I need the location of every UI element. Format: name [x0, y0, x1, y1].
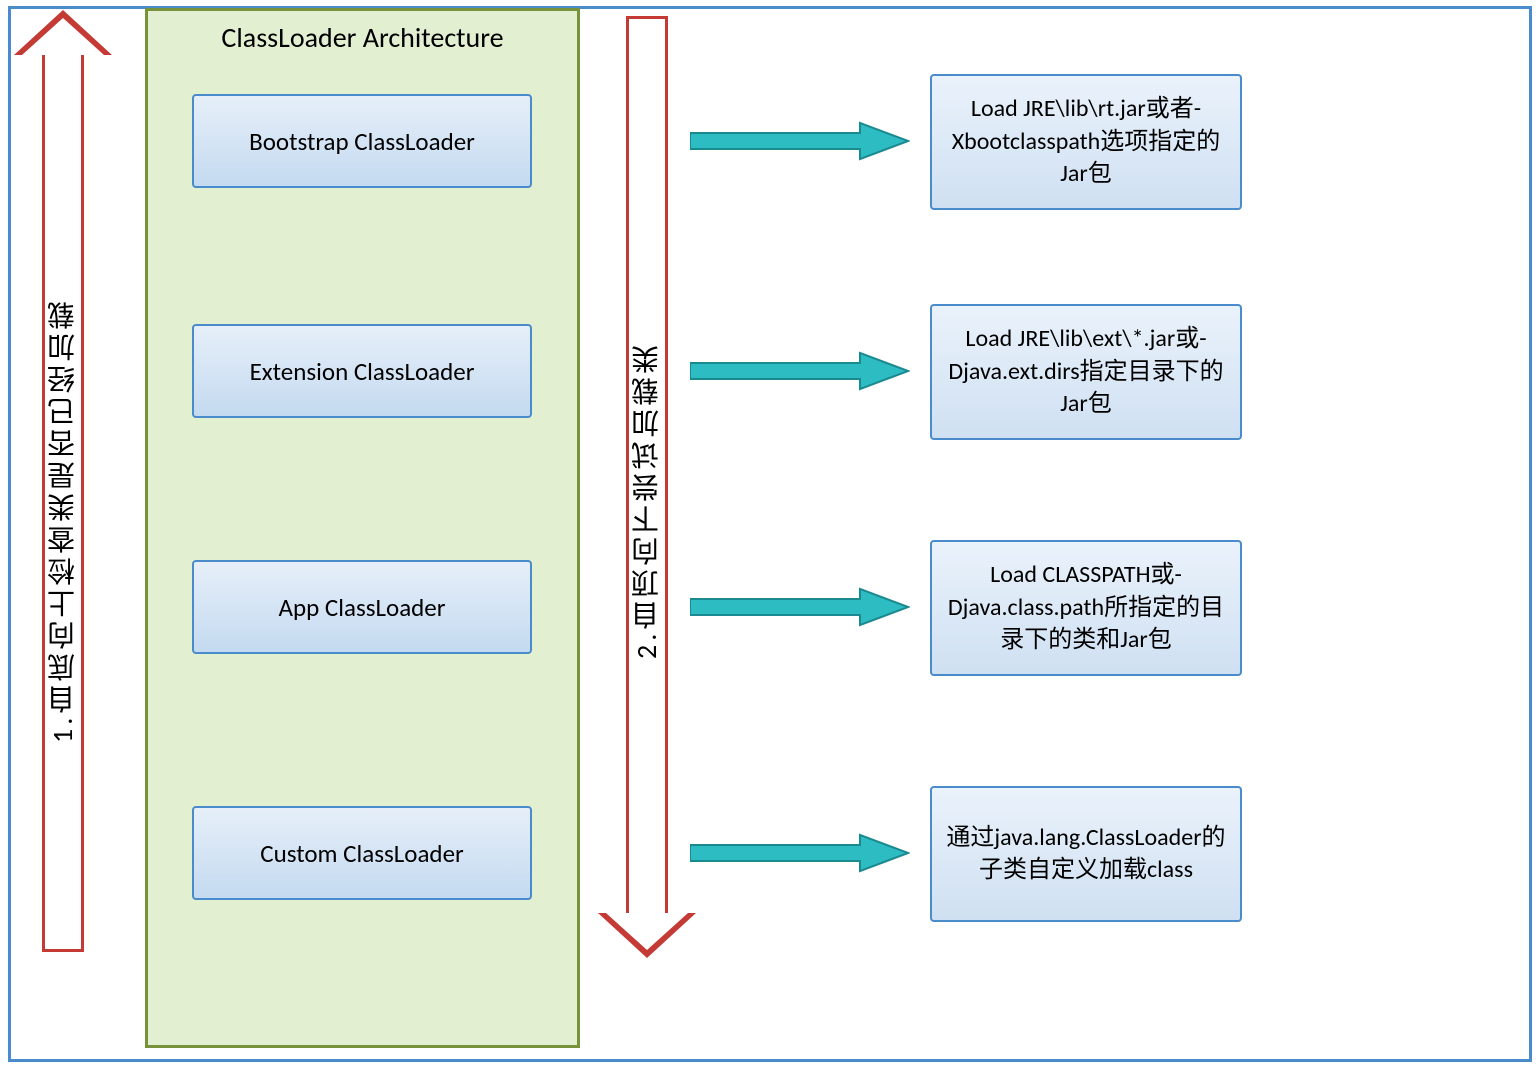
desc-box-app: Load CLASSPATH或-Djava.class.path所指定的目录下的… [930, 540, 1242, 676]
mid-arrow-label: 2.自顶向下尝试加载类 [632, 290, 662, 710]
desc-box-custom: 通过java.lang.ClassLoader的子类自定义加载class [930, 786, 1242, 922]
connector-arrow-4 [690, 832, 910, 874]
left-up-arrow-head-inner [22, 18, 104, 55]
desc-box-bootstrap: Load JRE\lib\rt.jar或者-Xbootclasspath选项指定… [930, 74, 1242, 210]
mid-down-arrow-head-inner [606, 913, 688, 950]
loader-box-custom: Custom ClassLoader [192, 806, 532, 900]
loader-box-extension: Extension ClassLoader [192, 324, 532, 418]
connector-arrow-2 [690, 350, 910, 392]
loader-box-bootstrap: Bootstrap ClassLoader [192, 94, 532, 188]
left-arrow-label: 1.自底向上检查类是否已经加载 [48, 240, 78, 800]
connector-arrow-1 [690, 120, 910, 162]
loader-box-app: App ClassLoader [192, 560, 532, 654]
desc-box-extension: Load JRE\lib\ext\*.jar或-Djava.ext.dirs指定… [930, 304, 1242, 440]
connector-arrow-3 [690, 586, 910, 628]
architecture-title: ClassLoader Architecture [155, 20, 570, 60]
